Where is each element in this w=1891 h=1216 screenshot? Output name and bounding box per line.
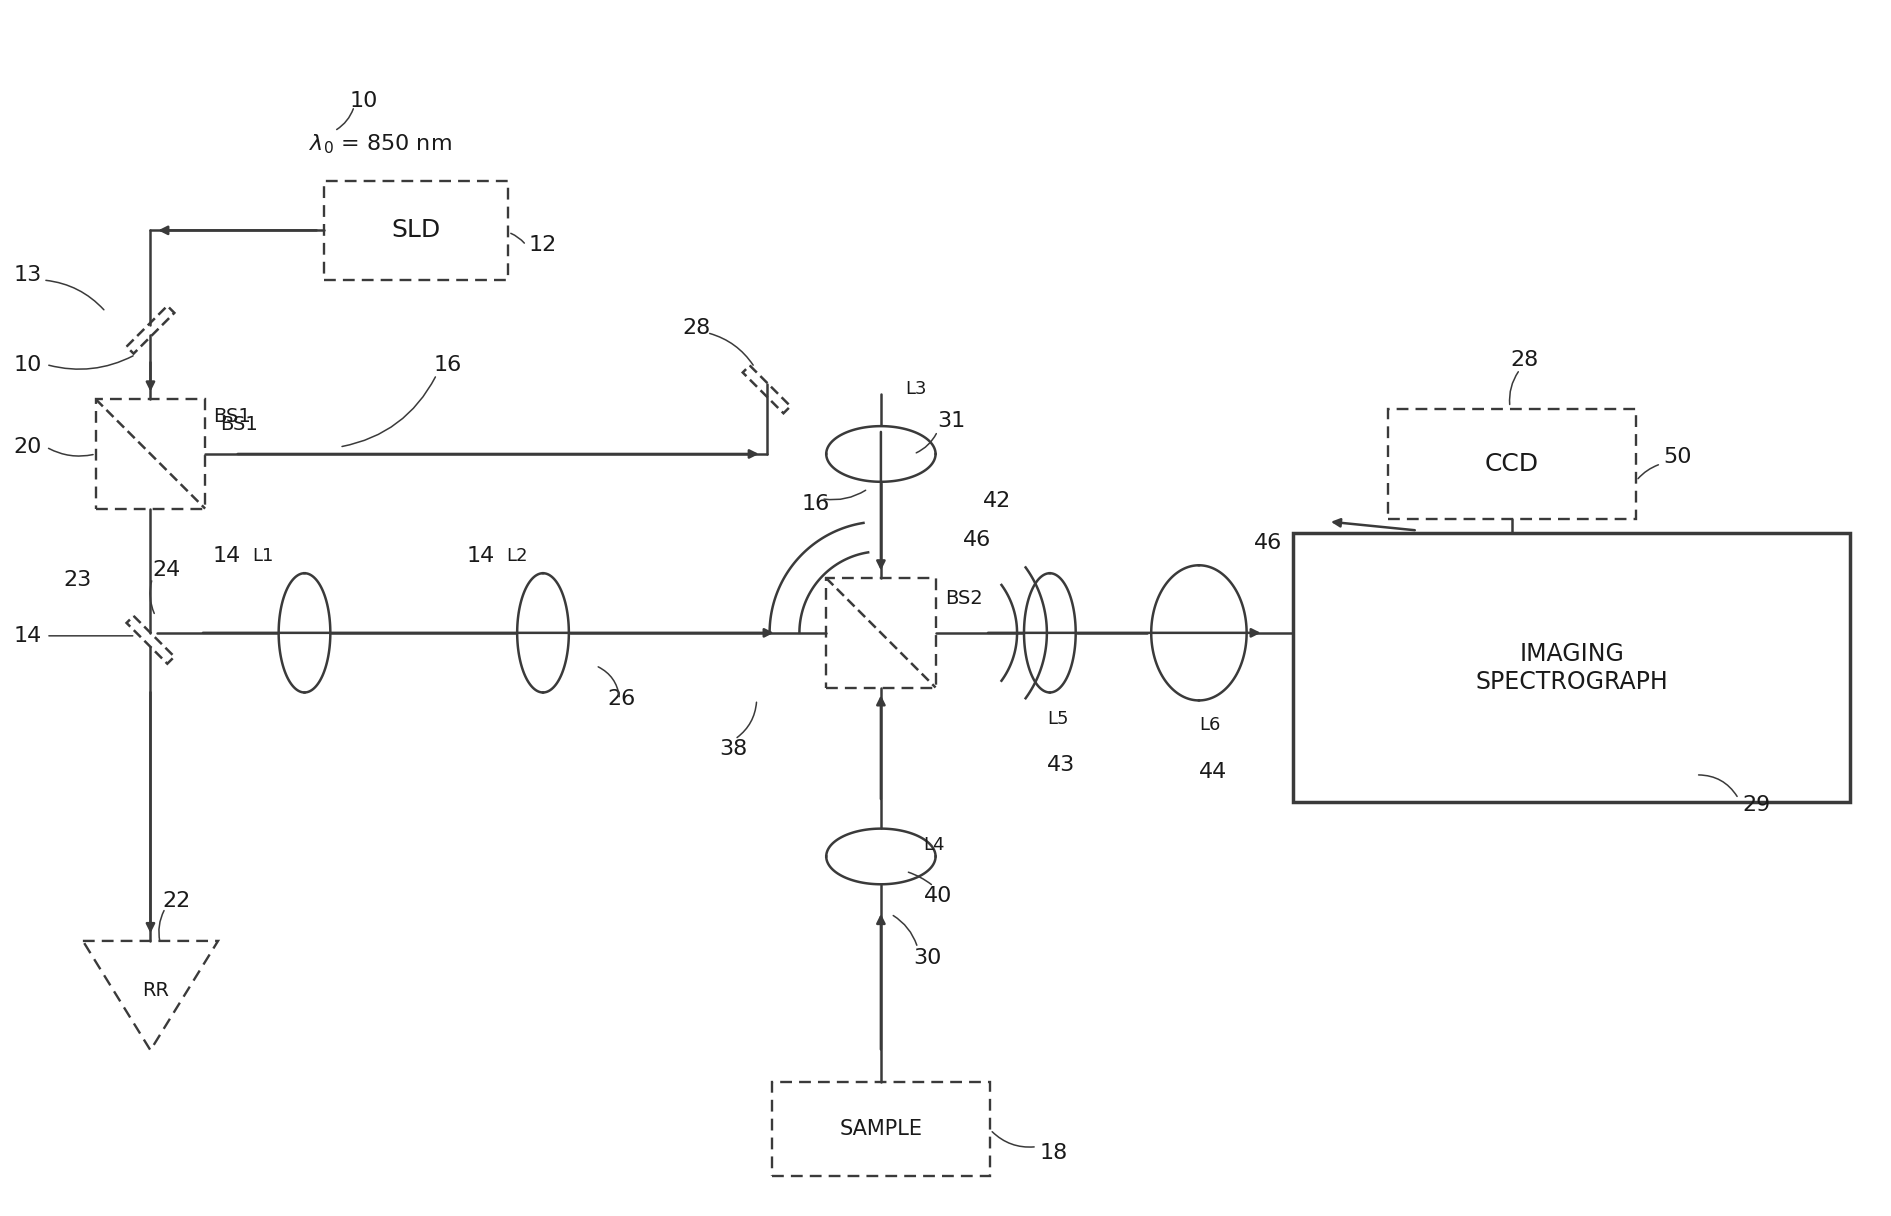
Text: CCD: CCD: [1484, 452, 1539, 475]
Text: 12: 12: [528, 235, 556, 255]
Text: 43: 43: [1048, 755, 1076, 775]
Text: 50: 50: [1662, 447, 1692, 467]
Text: L3: L3: [906, 381, 927, 399]
Text: 30: 30: [913, 947, 942, 968]
Text: 46: 46: [963, 530, 991, 551]
Text: 20: 20: [13, 437, 42, 457]
Text: 44: 44: [1199, 762, 1227, 782]
Text: 46: 46: [1254, 534, 1282, 553]
Text: 31: 31: [938, 411, 966, 432]
Bar: [325, 181, 509, 280]
Text: 16: 16: [433, 355, 461, 375]
Bar: [826, 578, 936, 687]
Text: 10: 10: [13, 355, 42, 375]
Text: 42: 42: [983, 491, 1012, 511]
Text: BS1: BS1: [219, 415, 257, 434]
Text: L2: L2: [507, 547, 528, 565]
Text: 28: 28: [1511, 349, 1537, 370]
Text: 23: 23: [62, 570, 91, 590]
Text: $\lambda_0$ = 850 nm: $\lambda_0$ = 850 nm: [310, 133, 452, 157]
Text: BS1: BS1: [214, 406, 252, 426]
Text: L4: L4: [923, 835, 946, 854]
Bar: [96, 399, 204, 508]
Bar: [1388, 410, 1636, 518]
Text: 14: 14: [13, 626, 42, 646]
Text: IMAGING
SPECTROGRAPH: IMAGING SPECTROGRAPH: [1475, 642, 1668, 693]
Text: L6: L6: [1199, 716, 1220, 734]
Text: 26: 26: [607, 689, 635, 709]
Text: 16: 16: [802, 494, 830, 513]
Bar: [1293, 534, 1849, 801]
Text: 22: 22: [163, 891, 191, 911]
Text: BS2: BS2: [946, 589, 983, 608]
Bar: [772, 1082, 991, 1176]
Text: L5: L5: [1048, 710, 1068, 728]
Text: RR: RR: [142, 981, 168, 1000]
Text: 24: 24: [153, 561, 182, 580]
Text: SLD: SLD: [391, 219, 441, 242]
Text: 14: 14: [212, 546, 240, 567]
Text: 14: 14: [467, 546, 495, 567]
Text: 10: 10: [350, 91, 378, 111]
Text: 28: 28: [683, 317, 711, 338]
Text: 40: 40: [923, 886, 951, 906]
Text: 29: 29: [1742, 795, 1770, 815]
Text: L1: L1: [252, 547, 272, 565]
Text: 13: 13: [13, 265, 42, 285]
Text: 18: 18: [1040, 1143, 1068, 1162]
Text: SAMPLE: SAMPLE: [840, 1119, 923, 1139]
Text: 38: 38: [719, 739, 747, 759]
